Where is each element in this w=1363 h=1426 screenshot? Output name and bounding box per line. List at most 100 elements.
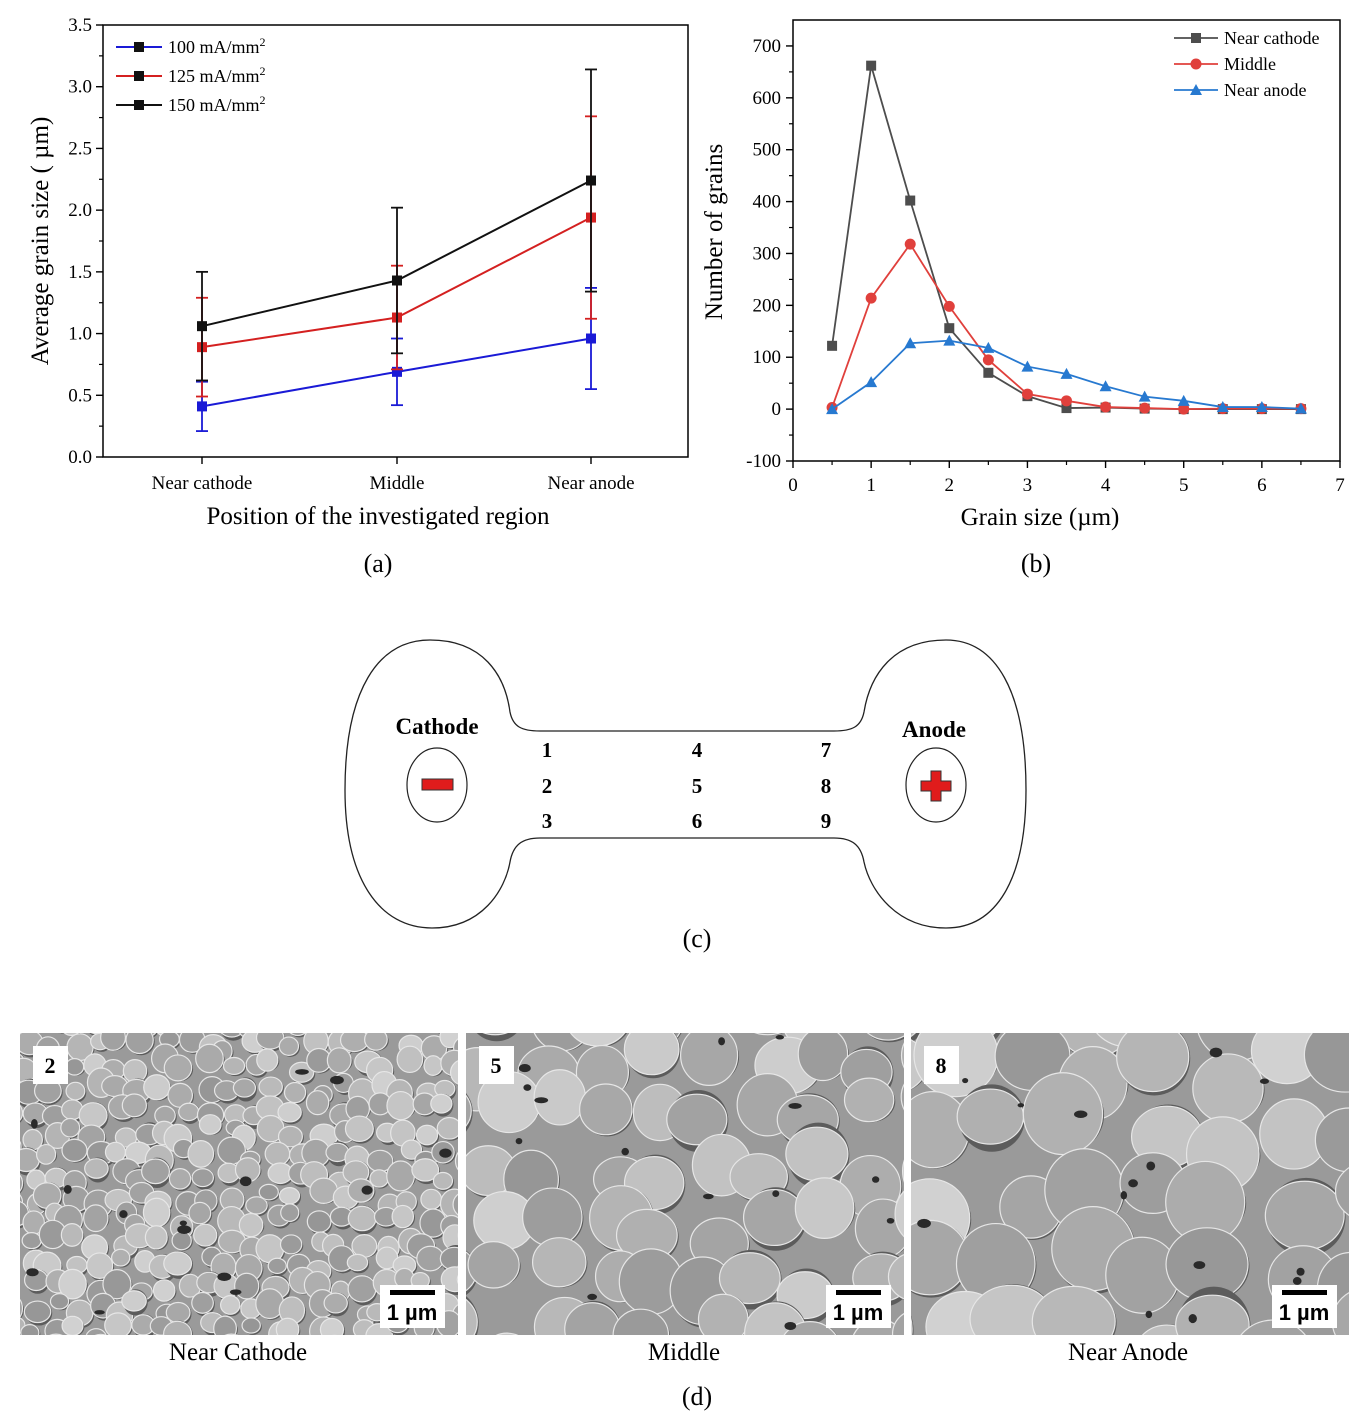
chart-b-y-axis-label: Number of grains (701, 144, 728, 320)
grain (187, 1139, 215, 1168)
grain (265, 1006, 284, 1024)
grain (495, 1332, 519, 1335)
grain-shadow (313, 1004, 340, 1030)
grain (415, 1009, 436, 1031)
grain-pore (917, 1218, 931, 1228)
grain (258, 1183, 279, 1201)
grain (386, 1160, 415, 1192)
sem-image-near-cathode (0, 1004, 476, 1373)
y-tick-label: 100 (753, 347, 782, 368)
grain (86, 1252, 114, 1279)
y-tick-label: 3.0 (68, 77, 92, 98)
legend-label: 150 mA/mm2 (168, 93, 266, 115)
grain (23, 1300, 52, 1324)
grain (245, 1196, 268, 1215)
series-line (831, 65, 1301, 411)
grain-pore (179, 1220, 187, 1226)
grain-pore (886, 1217, 895, 1224)
grain (416, 1245, 445, 1272)
y-tick-label: 600 (753, 88, 782, 109)
grain-pore (718, 1037, 726, 1046)
grain (100, 1033, 127, 1051)
grain (843, 1077, 895, 1123)
grain (20, 1174, 24, 1192)
grain (195, 1043, 224, 1074)
grain (1175, 1294, 1250, 1335)
x-tick-label: 2 (945, 475, 955, 496)
grain-shadow (1308, 1033, 1349, 1041)
grain-pore (1145, 1310, 1153, 1319)
grain (903, 963, 967, 1029)
grain (900, 1083, 904, 1111)
data-point (586, 175, 596, 186)
series-near-cathode (827, 60, 1306, 415)
grain (430, 1093, 453, 1114)
grain (0, 1237, 16, 1259)
grain (0, 1025, 16, 1050)
grain (1291, 968, 1363, 1032)
image-badge-label: 5 (491, 1053, 502, 1078)
grain-shadow (55, 1334, 60, 1335)
grain (1, 1335, 28, 1360)
grain (455, 1011, 476, 1033)
grain (65, 1081, 86, 1101)
chart-a-x-axis-label: Position of the investigated region (206, 503, 550, 530)
data-point (392, 366, 402, 377)
x-tick-label: 5 (1179, 475, 1189, 496)
grain (326, 1047, 352, 1074)
x-tick-label: 4 (1101, 475, 1111, 496)
grain (666, 1093, 728, 1146)
grain-pore (330, 1075, 344, 1085)
grain-shadow (24, 1338, 46, 1361)
grain (697, 1293, 749, 1335)
grain-pore (1120, 1190, 1128, 1200)
grain (78, 1102, 108, 1129)
data-point (865, 292, 877, 304)
data-point (1060, 367, 1073, 379)
grain (531, 1237, 587, 1288)
data-point (1061, 403, 1072, 414)
grain (258, 1076, 283, 1098)
grain-shadow (390, 1341, 414, 1363)
chart-a-legend: 100 mA/mm2 125 mA/mm2 150 mA/mm2 (116, 35, 266, 115)
grain-shadow (346, 1343, 371, 1368)
grain (911, 1033, 917, 1038)
grain (142, 1197, 171, 1228)
legend-marker (134, 71, 144, 81)
grain (20, 1324, 40, 1335)
grain (178, 1102, 200, 1122)
data-point (904, 238, 916, 250)
grain-pore (1296, 1267, 1305, 1276)
grain (623, 1033, 680, 1076)
chart-a-x-ticks: Near cathode Middle Near anode (152, 457, 635, 494)
grain (420, 1336, 447, 1360)
grain (452, 1193, 458, 1216)
y-tick-label: 200 (753, 295, 782, 316)
grain (1314, 1107, 1349, 1173)
grain (279, 1234, 303, 1255)
cathode-label: Cathode (395, 714, 478, 739)
grain (319, 1317, 345, 1335)
grain (1116, 1033, 1190, 1093)
grain (1240, 1319, 1306, 1335)
grain (163, 1320, 193, 1335)
grain (191, 1168, 215, 1188)
dogbone-outline (344, 639, 1027, 929)
grain (143, 1074, 171, 1101)
chart-a: 0.0 0.5 1.0 1.5 2.0 2.5 3.0 3.5 Near cathode Mid… (27, 15, 689, 578)
grain-shadow (678, 974, 739, 1025)
grain (49, 1333, 63, 1335)
grain (219, 1295, 241, 1315)
position-label: 2 (542, 774, 553, 798)
grain-pore (621, 1147, 629, 1156)
grain-shadow (1266, 950, 1336, 1016)
grain (141, 1158, 171, 1185)
sem-image-near-anode (911, 950, 1363, 1335)
grain (467, 1241, 520, 1289)
grain (220, 1033, 243, 1038)
data-point (1139, 402, 1151, 414)
grain (336, 1033, 353, 1037)
data-point (982, 341, 995, 353)
grain (144, 1225, 168, 1250)
grain (369, 1344, 397, 1373)
